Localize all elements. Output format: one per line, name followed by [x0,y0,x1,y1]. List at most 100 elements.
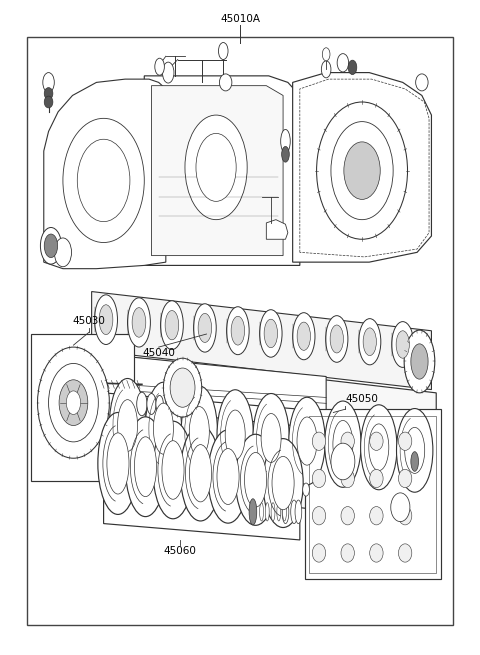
Ellipse shape [370,432,383,451]
Ellipse shape [271,502,275,521]
Text: 45010A: 45010A [220,14,260,24]
Ellipse shape [155,58,164,75]
Ellipse shape [180,426,221,521]
Bar [27,37,453,625]
Ellipse shape [360,405,397,490]
Ellipse shape [219,74,232,91]
Ellipse shape [44,88,53,100]
Ellipse shape [331,122,393,219]
Ellipse shape [196,134,236,201]
Ellipse shape [40,227,61,264]
Ellipse shape [48,364,98,442]
Ellipse shape [107,433,129,494]
Ellipse shape [263,439,303,527]
Ellipse shape [391,493,410,521]
Bar [310,416,436,572]
Ellipse shape [392,322,414,367]
Ellipse shape [261,413,281,462]
Polygon shape [293,73,432,262]
Ellipse shape [198,314,212,343]
Ellipse shape [170,368,195,407]
Ellipse shape [293,312,315,360]
Polygon shape [144,76,300,265]
Ellipse shape [282,500,289,523]
Ellipse shape [323,48,330,61]
Ellipse shape [369,424,389,471]
Ellipse shape [416,74,428,91]
Ellipse shape [217,390,253,480]
Ellipse shape [162,62,174,83]
Ellipse shape [66,391,81,415]
Text: 45040: 45040 [142,348,175,358]
Ellipse shape [348,60,357,75]
Ellipse shape [189,407,209,457]
Ellipse shape [165,310,179,340]
Ellipse shape [295,500,302,523]
Ellipse shape [341,506,354,525]
Ellipse shape [37,347,109,458]
Ellipse shape [370,544,383,562]
Ellipse shape [63,119,144,242]
Ellipse shape [253,394,289,482]
Ellipse shape [160,301,183,350]
Ellipse shape [272,457,294,510]
Ellipse shape [297,417,317,465]
Text: 45030: 45030 [73,316,106,326]
Ellipse shape [134,437,156,496]
Ellipse shape [44,234,58,257]
Ellipse shape [54,238,72,267]
Ellipse shape [322,61,331,78]
Ellipse shape [398,470,412,487]
Ellipse shape [283,502,287,521]
Polygon shape [266,219,288,239]
Ellipse shape [396,331,409,358]
Ellipse shape [398,432,412,451]
Ellipse shape [396,409,433,492]
Ellipse shape [156,396,163,413]
Ellipse shape [370,506,383,525]
Ellipse shape [218,43,228,60]
Ellipse shape [265,502,269,521]
Ellipse shape [341,544,354,562]
Ellipse shape [291,500,298,523]
Ellipse shape [411,452,419,472]
Polygon shape [152,86,283,255]
Ellipse shape [227,307,249,354]
Ellipse shape [281,130,290,153]
Text: 45060: 45060 [164,546,197,557]
Ellipse shape [59,380,88,426]
Ellipse shape [333,421,353,468]
Ellipse shape [208,430,248,523]
Ellipse shape [282,147,289,162]
Ellipse shape [363,328,376,356]
Ellipse shape [405,427,425,474]
Bar [305,409,441,579]
Ellipse shape [330,325,344,353]
Ellipse shape [98,413,138,514]
Ellipse shape [344,142,380,199]
Ellipse shape [312,470,325,487]
Ellipse shape [132,308,146,337]
Ellipse shape [411,344,428,379]
Ellipse shape [289,398,325,485]
Ellipse shape [154,403,173,454]
Ellipse shape [260,310,282,357]
Polygon shape [92,291,432,390]
Ellipse shape [163,358,202,417]
Ellipse shape [312,506,325,525]
Ellipse shape [128,298,150,347]
Ellipse shape [359,318,381,365]
Ellipse shape [193,304,216,352]
Ellipse shape [43,73,54,92]
Ellipse shape [145,383,181,475]
Ellipse shape [190,445,212,502]
Text: 45050: 45050 [345,394,378,404]
Ellipse shape [404,330,435,393]
Ellipse shape [231,316,245,345]
Ellipse shape [125,417,166,517]
Ellipse shape [99,305,113,335]
Ellipse shape [398,506,412,525]
Ellipse shape [44,96,53,108]
Ellipse shape [264,319,277,348]
Ellipse shape [398,544,412,562]
